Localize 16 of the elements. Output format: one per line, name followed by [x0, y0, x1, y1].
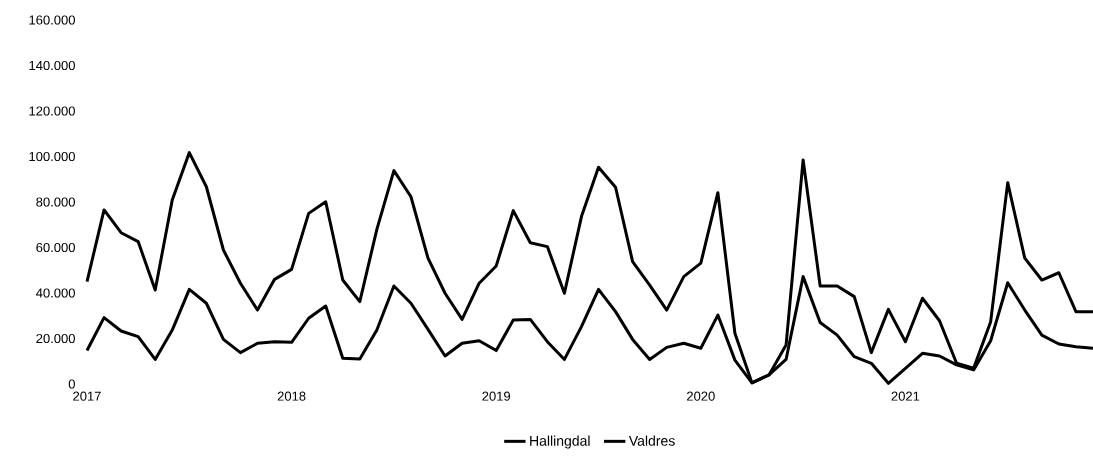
- y-tick-label: 160.000: [29, 15, 75, 25]
- legend-label: Hallingdal: [530, 435, 590, 449]
- legend-label: Valdres: [628, 435, 675, 446]
- y-tick-label: 80.000: [36, 197, 75, 207]
- x-tick-label: 2017: [73, 391, 101, 401]
- x-tick-label: 2020: [687, 391, 715, 401]
- x-tick-label: 2019: [482, 391, 511, 401]
- x-tick-label: 2018: [277, 391, 306, 401]
- y-tick-label: 100.000: [29, 151, 75, 162]
- y-tick-label: 140.000: [29, 60, 75, 71]
- y-tick-label: 120.000: [29, 106, 75, 116]
- y-tick-label: 40.000: [36, 288, 75, 298]
- x-tick-label: 2021: [891, 391, 920, 401]
- y-tick-label: 60.000: [36, 242, 75, 253]
- y-tick-label: 20.000: [36, 333, 75, 344]
- y-tick-label: 0: [68, 379, 75, 389]
